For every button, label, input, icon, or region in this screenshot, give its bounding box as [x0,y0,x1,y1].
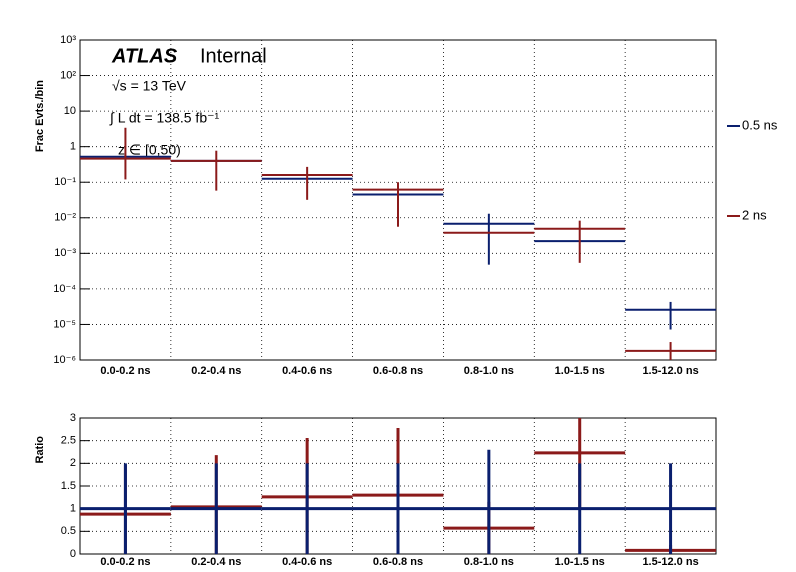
x-tick-label: 0.4-0.6 ns [282,556,332,568]
x-tick-label: 1.5-12.0 ns [642,365,698,377]
y-tick-label: 0.5 [61,525,76,537]
plot-frame [79,39,717,361]
y-axis-label: Frac Evts./bin [34,80,46,152]
y-tick-label: 10⁻² [54,212,76,224]
y-tick-label: 10⁻¹ [54,176,76,188]
plot-area [80,127,716,360]
y-tick-label: 3 [70,412,76,424]
y-tick-label: 2.5 [61,435,76,447]
y-tick-label: 10² [60,69,76,81]
x-tick-label: 1.5-12.0 ns [642,556,698,568]
x-tick-label: 0.4-0.6 ns [282,365,332,377]
atlas-label: ATLAS [111,45,178,67]
y-tick-label: 10⁻⁴ [53,283,76,295]
y-tick-label: 10³ [60,34,76,46]
y-axis-label: Ratio [34,436,46,464]
plot-area [80,418,716,554]
y-tick-label: 10 [64,105,76,117]
y-tick-label: 2 [70,457,76,469]
x-tick-label: 0.0-0.2 ns [100,556,150,568]
z-range-label: z ∈ [0,50) [118,142,181,158]
x-tick-label: 0.0-0.2 ns [100,365,150,377]
y-tick-label: 10⁻⁶ [53,354,76,366]
energy-label: √s = 13 TeV [112,78,187,94]
y-tick-label: 1 [70,503,76,515]
y-tick-label: 10⁻³ [54,247,76,259]
x-tick-label: 1.0-1.5 ns [555,556,605,568]
x-tick-label: 0.8-1.0 ns [464,556,514,568]
y-tick-label: 0 [70,548,76,560]
x-tick-label: 0.8-1.0 ns [464,365,514,377]
x-tick-label: 0.6-0.8 ns [373,365,423,377]
y-tick-label: 10⁻⁵ [53,318,76,330]
legend-label: 0.5 ns [742,117,778,132]
x-tick-label: 0.2-0.4 ns [191,556,241,568]
y-tick-label: 1 [70,141,76,153]
x-tick-label: 0.6-0.8 ns [373,556,423,568]
y-tick-label: 1.5 [61,480,76,492]
legend-label: 2 ns [742,207,767,222]
x-tick-label: 1.0-1.5 ns [555,365,605,377]
x-tick-label: 0.2-0.4 ns [191,365,241,377]
internal-label: Internal [200,45,267,67]
lumi-label: ∫ L dt = 138.5 fb⁻¹ [109,110,220,126]
